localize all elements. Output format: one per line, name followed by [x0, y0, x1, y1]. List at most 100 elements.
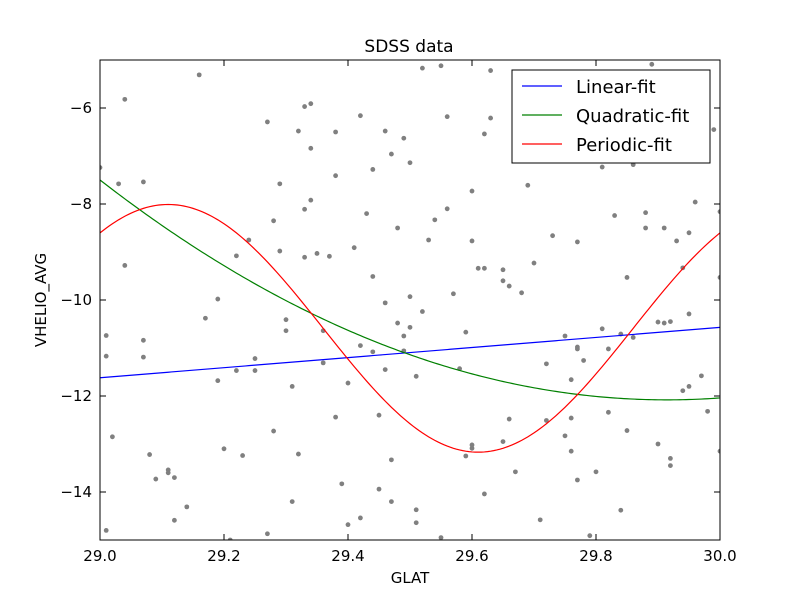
fit-lines [100, 179, 720, 453]
data-point-25 [234, 368, 239, 373]
data-point-162 [699, 373, 704, 379]
data-point-43 [302, 254, 307, 260]
data-point-89 [438, 535, 444, 540]
data-point-50 [320, 360, 326, 366]
data-point-72 [389, 151, 394, 157]
data-point-34 [277, 248, 283, 254]
data-point-134 [606, 409, 611, 415]
data-point-117 [544, 418, 549, 423]
data-point-56 [345, 380, 351, 386]
data-point-114 [525, 182, 531, 188]
scatter-points [100, 61, 720, 540]
data-point-70 [382, 128, 388, 134]
data-point-135 [606, 346, 611, 352]
data-point-9 [141, 337, 146, 343]
data-point-116 [537, 517, 543, 523]
data-point-41 [296, 451, 301, 457]
data-point-36 [283, 317, 289, 323]
data-point-32 [271, 428, 276, 434]
data-point-64 [370, 349, 376, 355]
data-point-60 [358, 113, 363, 119]
data-point-61 [358, 343, 363, 348]
data-point-57 [345, 522, 351, 528]
data-point-88 [432, 217, 438, 223]
x-tick-label-4: 29.8 [579, 547, 612, 565]
data-point-4 [110, 434, 115, 440]
data-point-15 [172, 475, 177, 480]
data-point-112 [513, 469, 518, 475]
data-point-28 [252, 368, 258, 373]
data-point-66 [376, 412, 382, 418]
data-point-146 [649, 61, 655, 67]
data-point-158 [686, 384, 692, 389]
data-point-8 [141, 179, 146, 185]
data-point-164 [711, 127, 717, 132]
data-point-67 [376, 486, 382, 492]
y-tick-label-3: −8 [70, 195, 92, 213]
data-point-74 [395, 320, 400, 326]
data-point-139 [624, 275, 630, 280]
data-point-79 [407, 294, 413, 300]
data-point-161 [692, 199, 698, 205]
data-point-55 [339, 481, 345, 487]
data-point-75 [395, 225, 400, 231]
data-point-152 [668, 319, 673, 324]
data-point-155 [674, 238, 679, 244]
data-point-40 [296, 128, 301, 134]
data-point-157 [680, 388, 686, 394]
data-point-110 [506, 416, 512, 422]
data-point-17 [184, 504, 190, 510]
data-point-37 [283, 328, 289, 334]
data-point-22 [221, 446, 227, 452]
data-point-154 [668, 463, 673, 468]
data-point-1 [103, 333, 109, 338]
data-point-87 [426, 237, 431, 243]
data-point-84 [413, 507, 419, 513]
x-tick-label-0: 29.0 [83, 547, 116, 565]
x-tick-label-5: 30.0 [703, 547, 736, 565]
data-point-106 [488, 68, 493, 73]
data-point-144 [643, 210, 648, 216]
data-point-69 [382, 300, 388, 306]
data-point-68 [382, 367, 388, 372]
data-point-149 [655, 319, 661, 325]
data-point-108 [500, 267, 506, 273]
data-point-51 [327, 253, 332, 259]
data-point-78 [401, 333, 407, 339]
data-point-167 [717, 448, 720, 454]
data-point-44 [302, 104, 307, 109]
data-point-62 [364, 211, 369, 217]
data-point-129 [581, 358, 586, 363]
data-point-148 [655, 441, 661, 447]
data-point-7 [122, 96, 128, 102]
data-point-142 [630, 335, 636, 340]
data-point-39 [289, 384, 295, 389]
data-point-80 [407, 160, 413, 166]
data-point-111 [506, 283, 512, 289]
y-axis-label: VHELIO_AVG [32, 253, 51, 347]
data-point-27 [246, 237, 252, 243]
data-point-118 [544, 361, 549, 367]
data-point-93 [451, 291, 456, 297]
data-point-115 [531, 260, 537, 266]
data-point-73 [389, 499, 394, 504]
data-point-163 [705, 408, 710, 414]
data-point-76 [401, 135, 407, 141]
data-point-63 [370, 274, 376, 279]
data-point-5 [116, 181, 121, 187]
data-point-132 [599, 164, 605, 170]
series-line-linear-fit [100, 326, 720, 379]
axis-tick-labels: 29.0 29.2 29.4 29.6 29.8 30.0 −14 −12 −10 −8 −6 [60, 99, 736, 565]
data-point-101 [475, 265, 481, 271]
data-point-105 [488, 115, 493, 121]
legend: Linear-fit Quadratic-fit Periodic-fit [511, 69, 711, 164]
data-point-103 [482, 265, 487, 271]
x-tick-label-1: 29.2 [207, 547, 240, 565]
data-point-2 [103, 353, 109, 359]
data-point-23 [227, 537, 233, 540]
data-point-11 [147, 452, 153, 457]
data-point-59 [358, 515, 363, 521]
data-point-82 [413, 373, 419, 379]
data-point-131 [593, 469, 599, 475]
data-point-99 [469, 238, 475, 244]
